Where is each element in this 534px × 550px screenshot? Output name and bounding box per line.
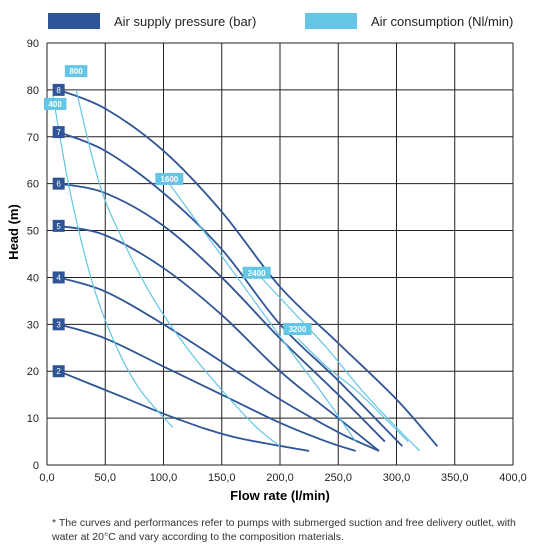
- y-tick-label: 90: [27, 38, 39, 50]
- consumption-badge-label: 3200: [289, 325, 307, 334]
- pressure-badge: [52, 219, 65, 232]
- chart-point-labels: 2 3 4 5 6 7 8 800 400 1600 2400 3200: [43, 65, 312, 378]
- legend-item-air-consumption: Air consumption (Nl/min): [305, 12, 513, 30]
- x-axis-label: Flow rate (l/min): [230, 488, 330, 503]
- x-tick-label: 200,0: [266, 472, 294, 484]
- pressure-badge-label: 6: [56, 180, 61, 189]
- x-tick-label: 400,0: [499, 472, 527, 484]
- pressure-curve-7: [58, 131, 403, 447]
- y-tick-label: 70: [27, 132, 39, 144]
- x-tick-label: 150,0: [208, 472, 236, 484]
- pressure-badge-label: 7: [56, 128, 61, 137]
- consumption-badge: [283, 323, 312, 336]
- y-axis-label: Head (m): [6, 204, 21, 260]
- pressure-badge-label: 3: [56, 320, 61, 329]
- x-tick-label: 350,0: [441, 472, 469, 484]
- y-tick-label: 0: [33, 460, 39, 472]
- consumption-badge: [43, 97, 67, 110]
- pressure-curve-3: [58, 323, 357, 452]
- y-tick-label: 30: [27, 319, 39, 331]
- pressure-curve-5: [58, 224, 380, 452]
- consumption-curve-3200: [297, 337, 409, 442]
- consumption-badge: [242, 266, 271, 279]
- pressure-badge-label: 2: [56, 367, 61, 376]
- legend-item-air-pressure: Air supply pressure (bar): [48, 12, 256, 30]
- x-tick-label: 50,0: [95, 472, 116, 484]
- pressure-badge-label: 8: [56, 86, 61, 95]
- chart-footnote: * The curves and performances refer to p…: [52, 517, 516, 543]
- pressure-badge: [52, 177, 65, 190]
- legend-label-air-consumption: Air consumption (Nl/min): [371, 13, 514, 29]
- y-tick-label: 40: [27, 272, 39, 284]
- y-tick-label: 60: [27, 179, 39, 191]
- pressure-badge: [52, 126, 65, 139]
- legend-swatch-air-consumption: [305, 13, 357, 29]
- pressure-curve-6: [58, 182, 386, 443]
- y-tick-label: 20: [27, 366, 39, 378]
- legend-label-air-pressure: Air supply pressure (bar): [114, 13, 257, 29]
- y-tick-label: 10: [27, 413, 39, 425]
- chart-series: [52, 89, 438, 452]
- pressure-badge: [52, 271, 65, 284]
- consumption-badge: [155, 172, 184, 185]
- pressure-badge-label: 4: [56, 273, 61, 282]
- legend-swatch-air-pressure: [48, 13, 100, 29]
- y-tick-label: 50: [27, 226, 39, 238]
- consumption-badge: [64, 65, 88, 78]
- consumption-curve-2400: [256, 272, 421, 452]
- x-tick-label: 250,0: [324, 472, 352, 484]
- consumption-badge-label: 1600: [160, 175, 178, 184]
- pressure-curve-8: [58, 89, 438, 447]
- pressure-curve-4: [58, 276, 380, 452]
- chart-axes: 0,0 50,0 100,0 150,0 200,0 250,0 300,0 350,0 400…: [27, 38, 527, 484]
- consumption-curve-800: [75, 89, 281, 447]
- y-tick-label: 80: [27, 85, 39, 97]
- x-tick-label: 100,0: [150, 472, 178, 484]
- consumption-curve-400: [52, 94, 174, 428]
- chart-grid: [46, 42, 514, 466]
- pressure-badge-label: 5: [56, 222, 61, 231]
- pressure-curve-2: [58, 370, 310, 452]
- x-tick-label: 0,0: [39, 472, 54, 484]
- pressure-badge: [52, 83, 65, 96]
- pressure-badge: [52, 365, 65, 378]
- pressure-badge: [52, 318, 65, 331]
- x-tick-label: 300,0: [383, 472, 411, 484]
- consumption-badge-label: 2400: [248, 269, 266, 278]
- consumption-badge-label: 800: [69, 67, 83, 76]
- consumption-curve-1600: [168, 183, 357, 442]
- consumption-badge-label: 400: [48, 100, 62, 109]
